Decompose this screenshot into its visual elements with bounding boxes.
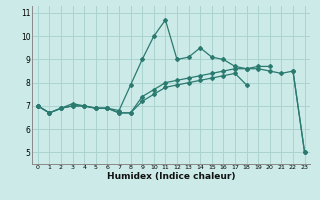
X-axis label: Humidex (Indice chaleur): Humidex (Indice chaleur)	[107, 172, 236, 181]
